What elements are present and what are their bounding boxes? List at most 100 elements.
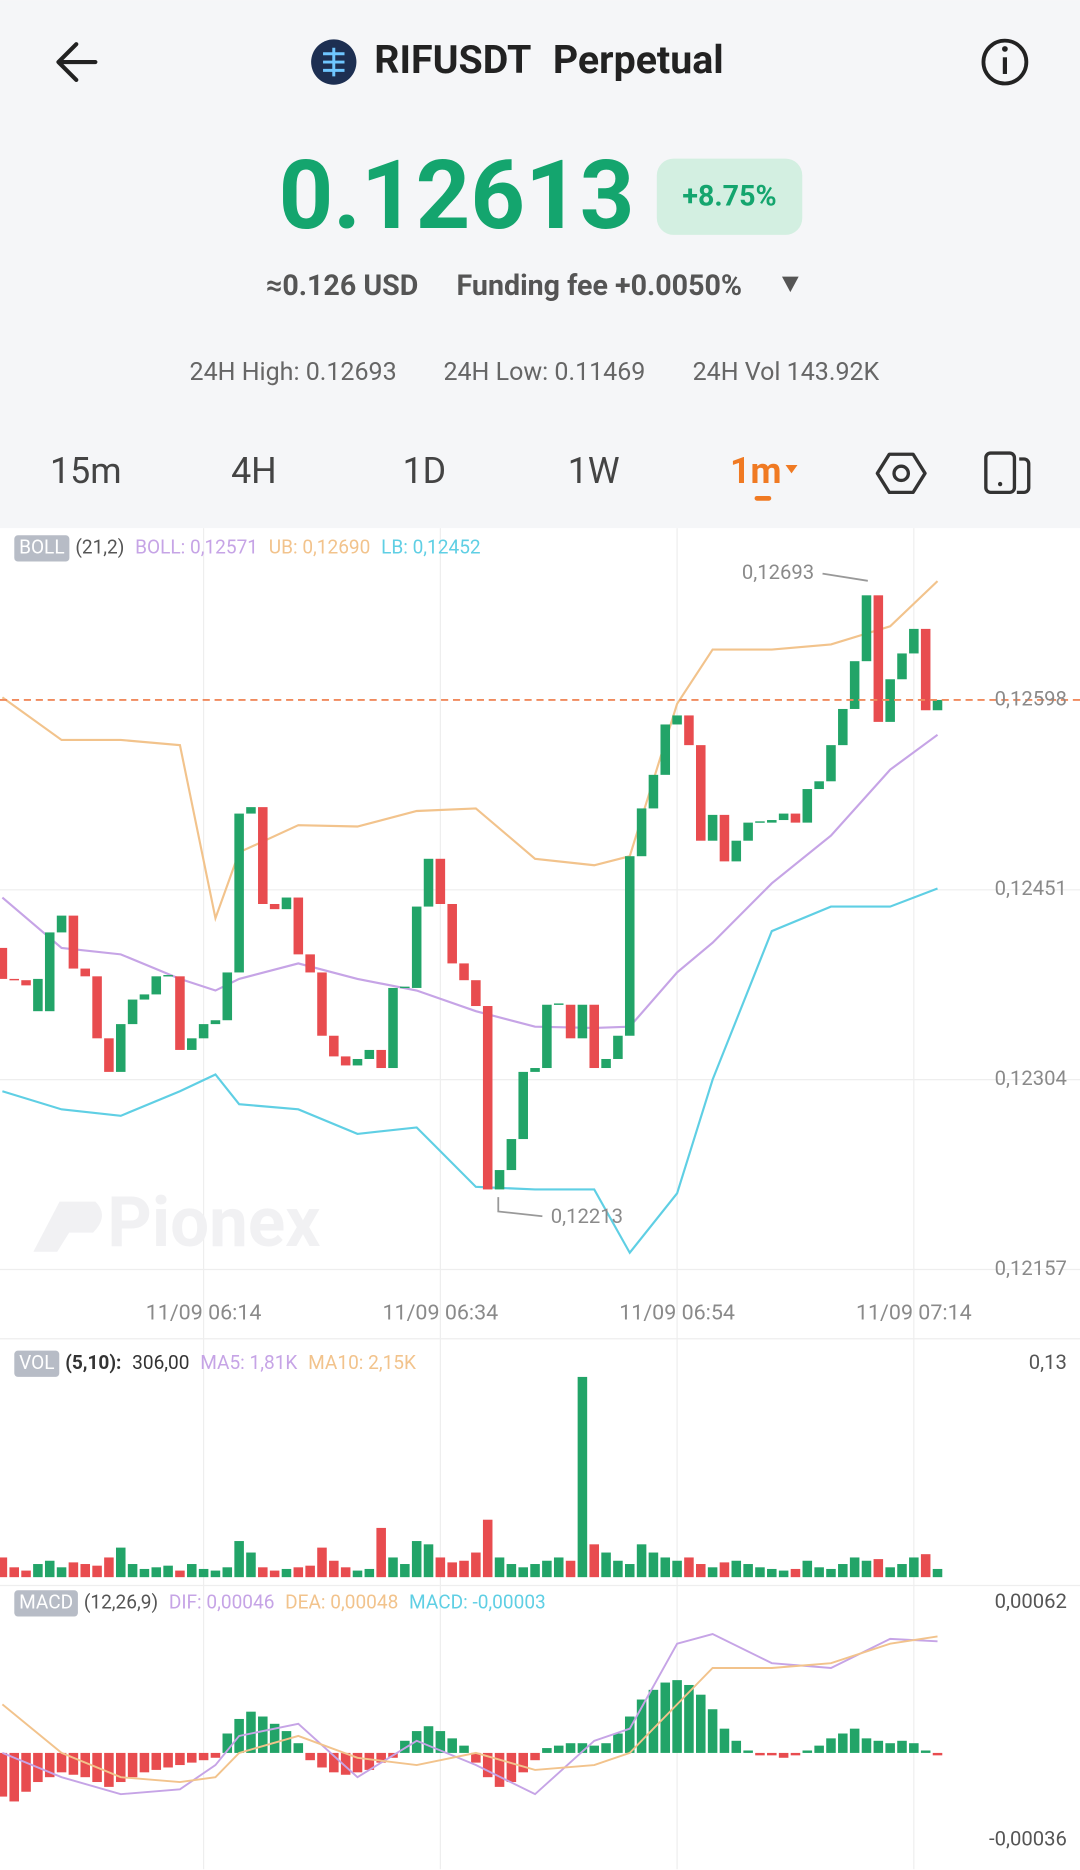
volume-bar <box>838 1564 848 1578</box>
volume-bar <box>258 1567 268 1578</box>
grid-layer <box>0 528 1080 1870</box>
volume-bar <box>920 1554 931 1578</box>
candle-body <box>44 932 55 1012</box>
volume-bar <box>613 1560 623 1578</box>
macd-bar <box>731 1740 742 1753</box>
candle-body <box>648 774 659 809</box>
legend-item: (21,2) <box>75 535 124 558</box>
x-tick-label: 11/09 07:14 <box>856 1300 972 1325</box>
volume-bar <box>400 1564 410 1578</box>
volume-bar <box>246 1552 256 1578</box>
macd-bar <box>648 1689 659 1753</box>
candle-body <box>518 1071 528 1140</box>
candle-body <box>187 1038 197 1050</box>
volume-bar <box>743 1564 753 1578</box>
y-tick-label: 0,12451 <box>995 876 1067 900</box>
macd-bar <box>400 1740 410 1753</box>
volume-bar <box>68 1562 79 1578</box>
candle-body <box>210 1020 221 1025</box>
macd-bar <box>435 1731 446 1753</box>
legend-item: (12,26,9) <box>84 1590 158 1613</box>
info-button[interactable] <box>981 38 1029 86</box>
macd-bar <box>932 1752 943 1756</box>
funding-fee[interactable]: Funding fee +0.0050% <box>457 268 743 302</box>
settings-button[interactable] <box>875 452 927 495</box>
volume-bar <box>565 1560 576 1578</box>
candle-body <box>494 1170 505 1190</box>
back-button[interactable] <box>56 42 98 83</box>
volume-bar <box>861 1560 872 1578</box>
volume-bar <box>589 1544 600 1578</box>
indicator-line <box>2 1633 938 1796</box>
macd-bar <box>826 1738 836 1753</box>
legend-item: BOLL: 0,12571 <box>135 535 258 558</box>
candle-body <box>577 1004 588 1039</box>
candle-body <box>838 708 848 746</box>
macd-bar <box>482 1752 493 1778</box>
volume-bar <box>719 1562 730 1578</box>
macd-bar <box>376 1752 386 1763</box>
macd-bar <box>885 1743 895 1753</box>
volume-bar <box>672 1560 682 1578</box>
macd-bar <box>317 1752 327 1768</box>
candle-body <box>0 947 8 979</box>
indicator-line <box>2 887 938 1255</box>
volume-bar <box>909 1557 919 1578</box>
y-tick-label: -0,00036 <box>989 1827 1067 1851</box>
tab[interactable]: 15m <box>50 450 122 492</box>
volume-bar <box>814 1567 824 1578</box>
volume-bar <box>802 1560 813 1578</box>
change-badge <box>656 158 803 235</box>
tab-active[interactable]: 1m <box>730 450 781 492</box>
candle-body <box>198 1024 209 1039</box>
candle-body <box>21 980 31 986</box>
macd-bar <box>613 1733 623 1753</box>
volume-bar <box>411 1541 422 1578</box>
candle-body <box>553 1003 564 1005</box>
legend-item: DEA: 0,00048 <box>285 1590 398 1613</box>
candle-body <box>471 980 481 1007</box>
low-label: 0,12213 <box>551 1204 623 1228</box>
candle-body <box>423 858 434 907</box>
macd-bar <box>802 1750 813 1753</box>
macd-bar <box>127 1752 138 1778</box>
layout-button[interactable] <box>984 451 1031 495</box>
macd-bar <box>352 1752 363 1773</box>
macd-bar <box>175 1752 185 1766</box>
legend-item: (5,10): <box>65 1351 121 1374</box>
legend-item: LB: 0,12452 <box>381 535 481 558</box>
macd-bar <box>672 1680 682 1753</box>
macd-bar <box>814 1745 824 1753</box>
legend-box <box>14 535 70 562</box>
tab[interactable]: 1D <box>403 450 447 492</box>
candle-body <box>92 976 102 1039</box>
macd-bar <box>293 1743 304 1753</box>
candle-body <box>305 954 315 973</box>
candle-body <box>660 724 671 775</box>
macd-bar <box>104 1752 114 1787</box>
tab[interactable]: 4H <box>231 450 277 492</box>
volume-bar <box>234 1541 244 1578</box>
candle-body <box>802 789 813 823</box>
volume-bar <box>790 1568 801 1578</box>
tab[interactable]: 1W <box>568 450 620 492</box>
volume-bar <box>56 1567 67 1578</box>
tab-caret <box>785 464 798 474</box>
macd-bar <box>21 1752 31 1792</box>
candle-body <box>246 807 256 814</box>
macd-bar <box>163 1752 173 1768</box>
legend-box <box>14 1590 78 1617</box>
volume-bar <box>222 1567 233 1578</box>
header-background <box>0 0 1080 529</box>
low-leader <box>497 1197 543 1218</box>
volume-bar <box>80 1564 91 1578</box>
volume-bar <box>364 1568 375 1578</box>
macd-bar <box>565 1743 576 1753</box>
candle-body <box>849 661 860 709</box>
volume-bar <box>187 1564 197 1578</box>
volume-bar <box>660 1557 671 1578</box>
macd-bar <box>684 1684 694 1753</box>
macd-bar <box>719 1728 730 1753</box>
macd-bar <box>778 1752 789 1758</box>
volume-bar <box>317 1547 327 1578</box>
